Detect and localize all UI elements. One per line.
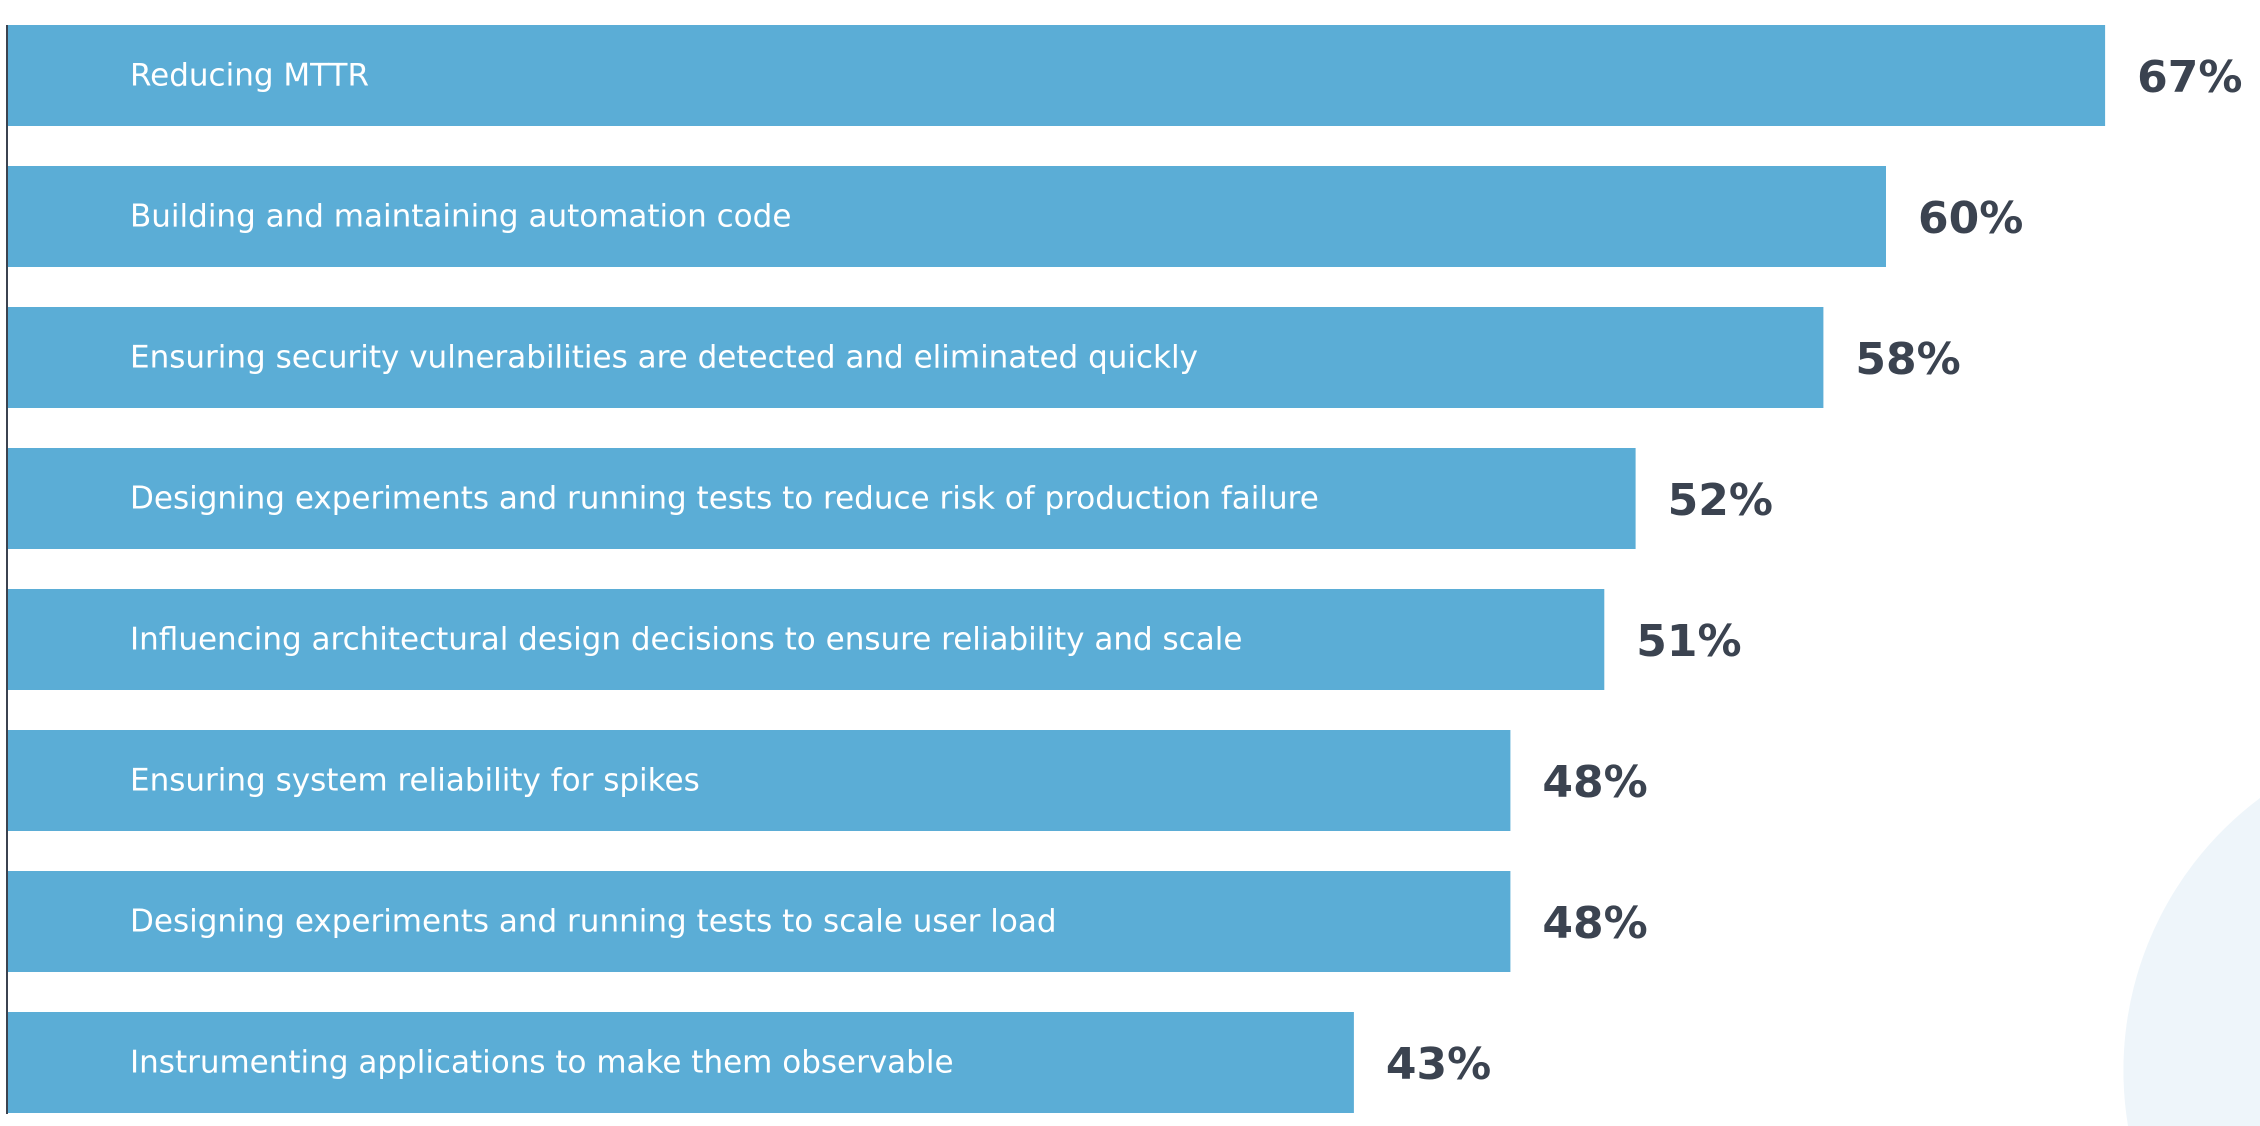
background-decor-shape bbox=[2123, 798, 2260, 1126]
bar-value-label: 58% bbox=[1855, 334, 1960, 385]
bar-category-label: Influencing architectural design decisio… bbox=[130, 622, 1242, 658]
bar bbox=[8, 448, 1636, 549]
bar-category-label: Ensuring system reliability for spikes bbox=[130, 763, 700, 799]
bar-category-label: Instrumenting applications to make them … bbox=[130, 1045, 954, 1081]
bar bbox=[8, 871, 1511, 972]
bar-value-label: 48% bbox=[1542, 898, 1647, 949]
bar bbox=[8, 1012, 1354, 1113]
bar-value-label: 52% bbox=[1668, 475, 1773, 526]
bar bbox=[8, 25, 2106, 126]
bar-value-label: 67% bbox=[2137, 52, 2242, 103]
bar bbox=[8, 589, 1605, 690]
bar-category-label: Designing experiments and running tests … bbox=[130, 904, 1057, 940]
bar-category-label: Ensuring security vulnerabilities are de… bbox=[130, 340, 1198, 376]
bar-value-label: 60% bbox=[1918, 193, 2023, 244]
bar-category-label: Designing experiments and running tests … bbox=[130, 481, 1319, 517]
bar bbox=[8, 307, 1824, 408]
bar-category-label: Reducing MTTR bbox=[130, 58, 369, 94]
bar-value-label: 43% bbox=[1386, 1039, 1491, 1090]
bar-value-label: 48% bbox=[1542, 757, 1647, 808]
bar-category-label: Building and maintaining automation code bbox=[130, 199, 791, 235]
bars-group: Reducing MTTR 67% Building and maintaining… bbox=[8, 25, 2242, 1113]
bar-value-label: 51% bbox=[1636, 616, 1741, 667]
bar bbox=[8, 166, 1886, 267]
bar bbox=[8, 730, 1511, 831]
